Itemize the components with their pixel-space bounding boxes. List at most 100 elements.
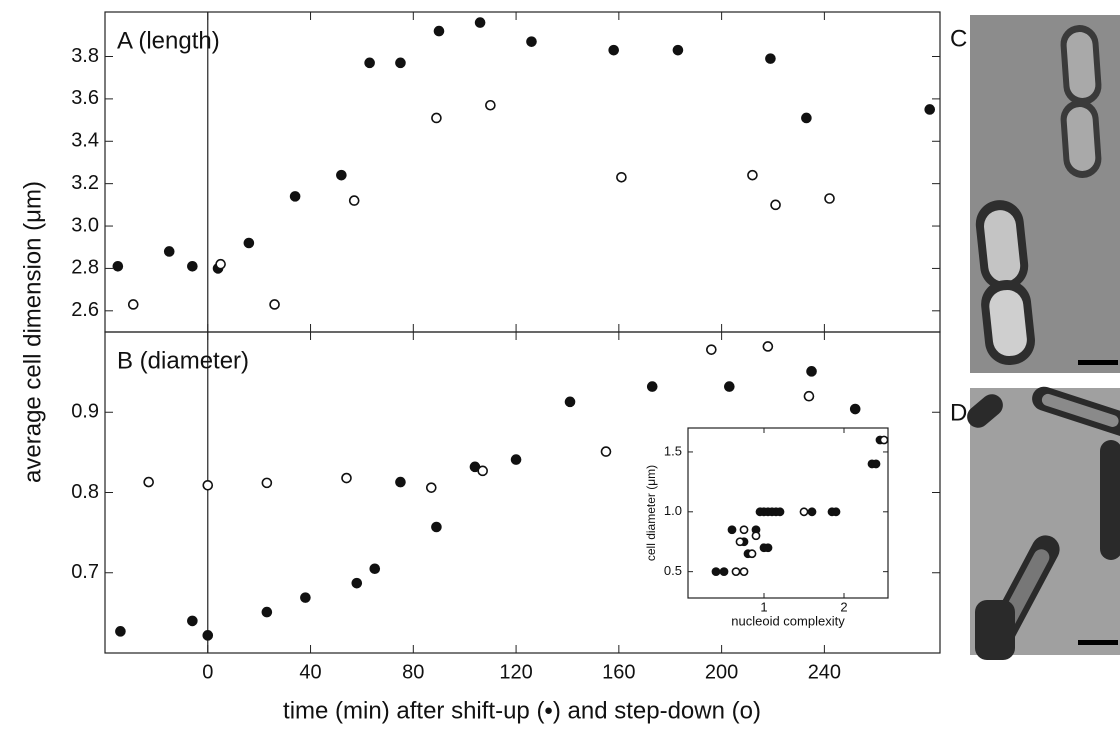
open-marker: [739, 525, 749, 535]
open-marker: [269, 299, 280, 310]
open-marker: [600, 446, 612, 457]
filled-marker: [289, 191, 301, 202]
open-marker: [803, 390, 815, 402]
y-tick-label: 0.9: [71, 401, 99, 423]
open-marker: [751, 531, 761, 541]
y-tick-label: 0.8: [71, 481, 99, 503]
y-tick-label: 3.0: [71, 214, 99, 236]
x-axis-label: time (min) after shift-up (•) and step-d…: [283, 697, 761, 724]
filled-marker: [724, 381, 735, 392]
filled-marker: [395, 57, 406, 69]
filled-marker: [831, 507, 841, 517]
open-marker: [261, 477, 273, 489]
y-tick-label: 0.5: [664, 563, 682, 578]
filled-marker: [646, 381, 658, 392]
open-marker: [739, 567, 749, 577]
filled-marker: [395, 476, 406, 488]
filled-marker: [510, 454, 522, 465]
filled-marker: [261, 606, 273, 618]
filled-marker: [719, 567, 729, 577]
x-tick-label: 120: [499, 661, 532, 683]
y-tick-label: 2.8: [71, 257, 99, 279]
panel-title: B (diameter): [117, 347, 249, 374]
filled-marker: [202, 630, 214, 641]
filled-marker: [336, 169, 347, 181]
open-marker: [425, 482, 437, 493]
open-marker: [735, 537, 745, 547]
y-tick-label: 3.2: [71, 172, 99, 194]
x-tick-label: 0: [202, 661, 213, 683]
filled-marker: [300, 592, 311, 603]
x-tick-label: 1: [760, 599, 767, 614]
inset-bg: [687, 427, 889, 599]
filled-marker: [775, 507, 785, 517]
open-marker: [431, 112, 442, 124]
filled-marker: [526, 36, 537, 47]
filled-marker: [801, 112, 812, 124]
open-marker: [799, 507, 809, 517]
panel-label: C: [950, 25, 967, 52]
open-marker: [747, 549, 757, 559]
filled-marker: [806, 366, 817, 377]
open-marker: [616, 171, 627, 183]
x-tick-label: 200: [705, 661, 738, 683]
inset-y-label: cell diameter (μm): [644, 465, 658, 561]
filled-marker: [849, 403, 861, 415]
x-tick-label: 2: [840, 599, 847, 614]
inset-x-label: nucleoid complexity: [731, 613, 845, 628]
micrograph-d: [967, 386, 1120, 660]
filled-marker: [163, 246, 175, 257]
open-marker: [143, 476, 154, 488]
y-tick-label: 1.5: [664, 443, 682, 458]
filled-marker: [474, 17, 486, 28]
filled-marker: [112, 261, 124, 272]
filled-marker: [431, 521, 442, 533]
filled-marker: [672, 44, 684, 56]
open-marker: [341, 472, 352, 484]
open-marker: [477, 465, 488, 477]
open-marker: [348, 195, 360, 206]
filled-marker: [243, 237, 255, 249]
x-tick-label: 80: [402, 661, 424, 683]
filled-marker: [871, 459, 881, 469]
open-marker: [485, 99, 496, 111]
filled-marker: [711, 567, 721, 577]
filled-marker: [187, 615, 198, 627]
y-tick-label: 3.4: [71, 130, 99, 152]
x-tick-label: 160: [602, 661, 635, 683]
y-tick-label: 3.8: [71, 45, 99, 67]
y-axis-label: average cell dimension (μm): [19, 181, 46, 483]
open-marker: [762, 341, 774, 352]
filled-marker: [727, 525, 737, 535]
open-marker: [879, 435, 889, 445]
y-tick-label: 0.7: [71, 561, 99, 583]
open-marker: [706, 344, 717, 355]
filled-marker: [765, 53, 776, 64]
y-tick-label: 3.6: [71, 87, 99, 109]
open-marker: [747, 169, 758, 181]
x-tick-label: 240: [808, 661, 841, 683]
filled-marker: [187, 261, 198, 272]
open-marker: [731, 567, 741, 577]
filled-marker: [115, 626, 126, 637]
filled-marker: [608, 44, 620, 56]
filled-marker: [369, 563, 381, 575]
plot-frame: [104, 11, 941, 333]
filled-marker: [433, 25, 445, 37]
x-tick-label: 40: [299, 661, 321, 683]
open-marker: [824, 193, 835, 204]
plot-frame: [104, 331, 941, 654]
filled-marker: [924, 104, 936, 115]
y-tick-label: 1.0: [664, 503, 682, 518]
filled-marker: [351, 577, 363, 589]
panel-title: A (length): [117, 27, 220, 54]
panel-label: D: [950, 399, 967, 426]
filled-marker: [807, 507, 817, 517]
filled-marker: [763, 543, 773, 553]
filled-marker: [364, 57, 375, 69]
micrograph-c: [970, 15, 1120, 373]
filled-marker: [564, 396, 576, 408]
open-marker: [215, 258, 226, 270]
open-marker: [127, 299, 139, 310]
